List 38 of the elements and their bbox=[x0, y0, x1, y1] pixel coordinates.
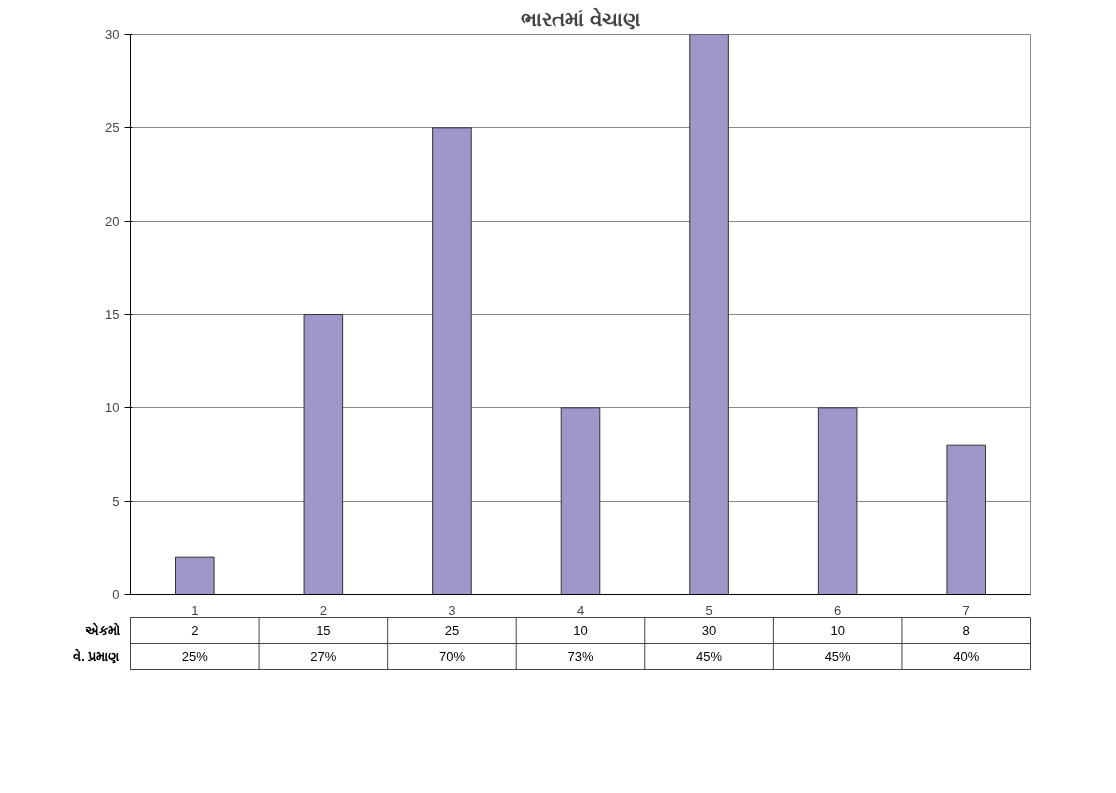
x-tick-label: 6 bbox=[834, 602, 842, 618]
text: 45% bbox=[824, 649, 852, 664]
bar bbox=[560, 407, 601, 595]
y-tick-label: 15 bbox=[105, 307, 120, 322]
bar bbox=[689, 34, 729, 595]
x-tick-label: 2 bbox=[319, 602, 327, 618]
x-tick-label: 3 bbox=[448, 602, 456, 618]
text: એકમો bbox=[84, 622, 120, 638]
data-label: 25 bbox=[444, 623, 460, 638]
y-tick-label: 30 bbox=[105, 27, 120, 42]
text: 25% bbox=[181, 649, 209, 664]
x-tick-label: 4 bbox=[576, 602, 585, 618]
text: 40% bbox=[953, 649, 980, 664]
text: વે. પ્રમાણ bbox=[73, 648, 121, 664]
text: 27% bbox=[310, 649, 337, 664]
x-tick-label: 5 bbox=[705, 602, 713, 618]
y-tick-label: 0 bbox=[112, 587, 120, 602]
bar bbox=[303, 314, 344, 595]
y-tick-label: 5 bbox=[112, 493, 120, 509]
text: 70% bbox=[438, 649, 466, 664]
bar bbox=[817, 407, 858, 595]
bar bbox=[946, 444, 986, 595]
y-tick-label: 25 bbox=[105, 120, 120, 136]
bar bbox=[175, 556, 215, 595]
chart-title: ભારતમાં વેચાણ bbox=[521, 6, 641, 30]
data-label: 15 bbox=[316, 623, 331, 638]
y-tick-label: 20 bbox=[105, 213, 120, 229]
data-label: 10 bbox=[573, 623, 588, 638]
data-label: 8 bbox=[962, 623, 970, 638]
bar bbox=[432, 127, 472, 595]
y-tick-label: 10 bbox=[105, 400, 120, 416]
x-tick-label: 7 bbox=[962, 602, 970, 618]
text: 45% bbox=[696, 649, 723, 664]
data-label: 30 bbox=[701, 623, 717, 638]
text: 73% bbox=[567, 649, 594, 664]
x-tick-label: 1 bbox=[191, 602, 199, 618]
data-label: 2 bbox=[191, 623, 199, 638]
data-label: 10 bbox=[830, 623, 845, 638]
